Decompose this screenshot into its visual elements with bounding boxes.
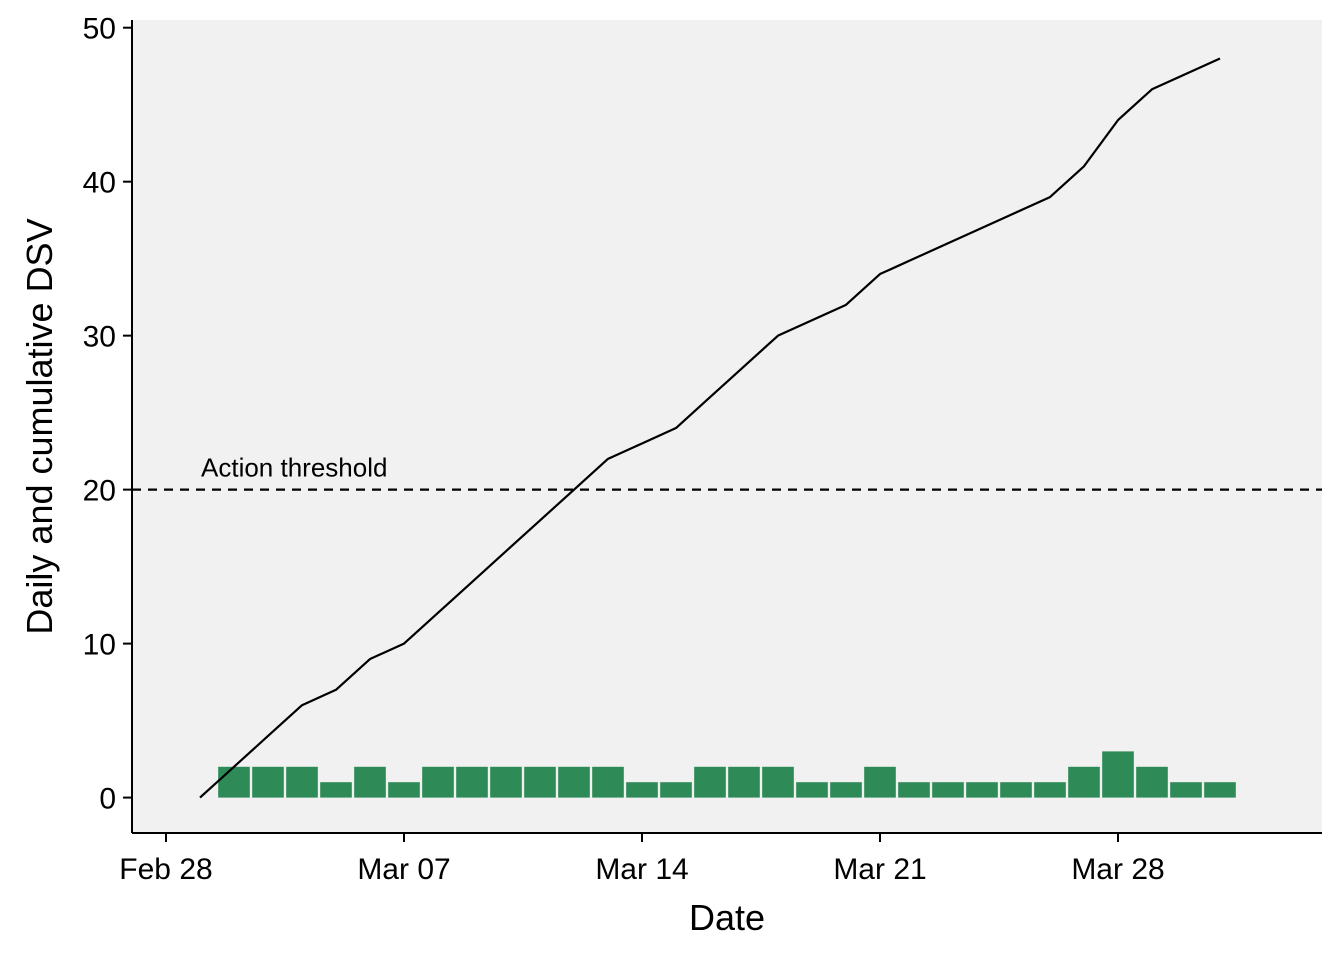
y-tick-label: 30 xyxy=(83,321,116,354)
bar xyxy=(388,782,420,798)
bar xyxy=(1136,766,1168,798)
bar xyxy=(864,766,896,798)
bar xyxy=(524,766,556,798)
bar xyxy=(320,782,352,798)
bar xyxy=(558,766,590,798)
y-tick-label: 10 xyxy=(83,629,116,662)
bar xyxy=(286,766,318,798)
bar xyxy=(592,766,624,798)
bar xyxy=(1170,782,1202,798)
y-axis-title: Daily and cumulative DSV xyxy=(19,218,60,634)
axes-layer: 0 10 20 30 40 50 Feb 28 Mar 07 Mar 14 Mar 21 Mar … xyxy=(83,13,1322,886)
bar xyxy=(456,766,488,798)
bar xyxy=(1068,766,1100,798)
bar xyxy=(728,766,760,798)
x-tick-label: Mar 28 xyxy=(1071,853,1164,886)
bar xyxy=(830,782,862,798)
bar xyxy=(1102,751,1134,798)
x-tick-label: Feb 28 xyxy=(119,853,212,886)
bars-layer xyxy=(218,751,1236,798)
bar xyxy=(1034,782,1066,798)
y-tick-label: 40 xyxy=(83,167,116,200)
cumulative-line xyxy=(199,57,1221,799)
bar xyxy=(660,782,692,798)
bar xyxy=(796,782,828,798)
y-tick-label: 20 xyxy=(83,475,116,508)
bar xyxy=(218,766,250,798)
bar xyxy=(694,766,726,798)
y-tick-label: 50 xyxy=(83,13,116,46)
x-tick-label: Mar 21 xyxy=(833,853,926,886)
x-axis-title: Date xyxy=(689,897,765,938)
bar xyxy=(490,766,522,798)
bar xyxy=(898,782,930,798)
bar xyxy=(354,766,386,798)
bar xyxy=(252,766,284,798)
bar xyxy=(626,782,658,798)
y-ticks: 0 10 20 30 40 50 xyxy=(83,13,132,816)
bar xyxy=(966,782,998,798)
x-ticks: Feb 28 Mar 07 Mar 14 Mar 21 Mar 28 xyxy=(119,833,1165,886)
threshold-label: Action threshold xyxy=(201,453,387,483)
bar xyxy=(422,766,454,798)
line-layer xyxy=(199,57,1221,799)
bar xyxy=(1204,782,1236,798)
x-tick-label: Mar 14 xyxy=(595,853,688,886)
bar xyxy=(1000,782,1032,798)
bar xyxy=(762,766,794,798)
threshold-layer: Action threshold xyxy=(132,453,1322,491)
bar xyxy=(932,782,964,798)
x-tick-label: Mar 07 xyxy=(357,853,450,886)
y-tick-label: 0 xyxy=(99,783,116,816)
plot-background xyxy=(132,20,1322,833)
